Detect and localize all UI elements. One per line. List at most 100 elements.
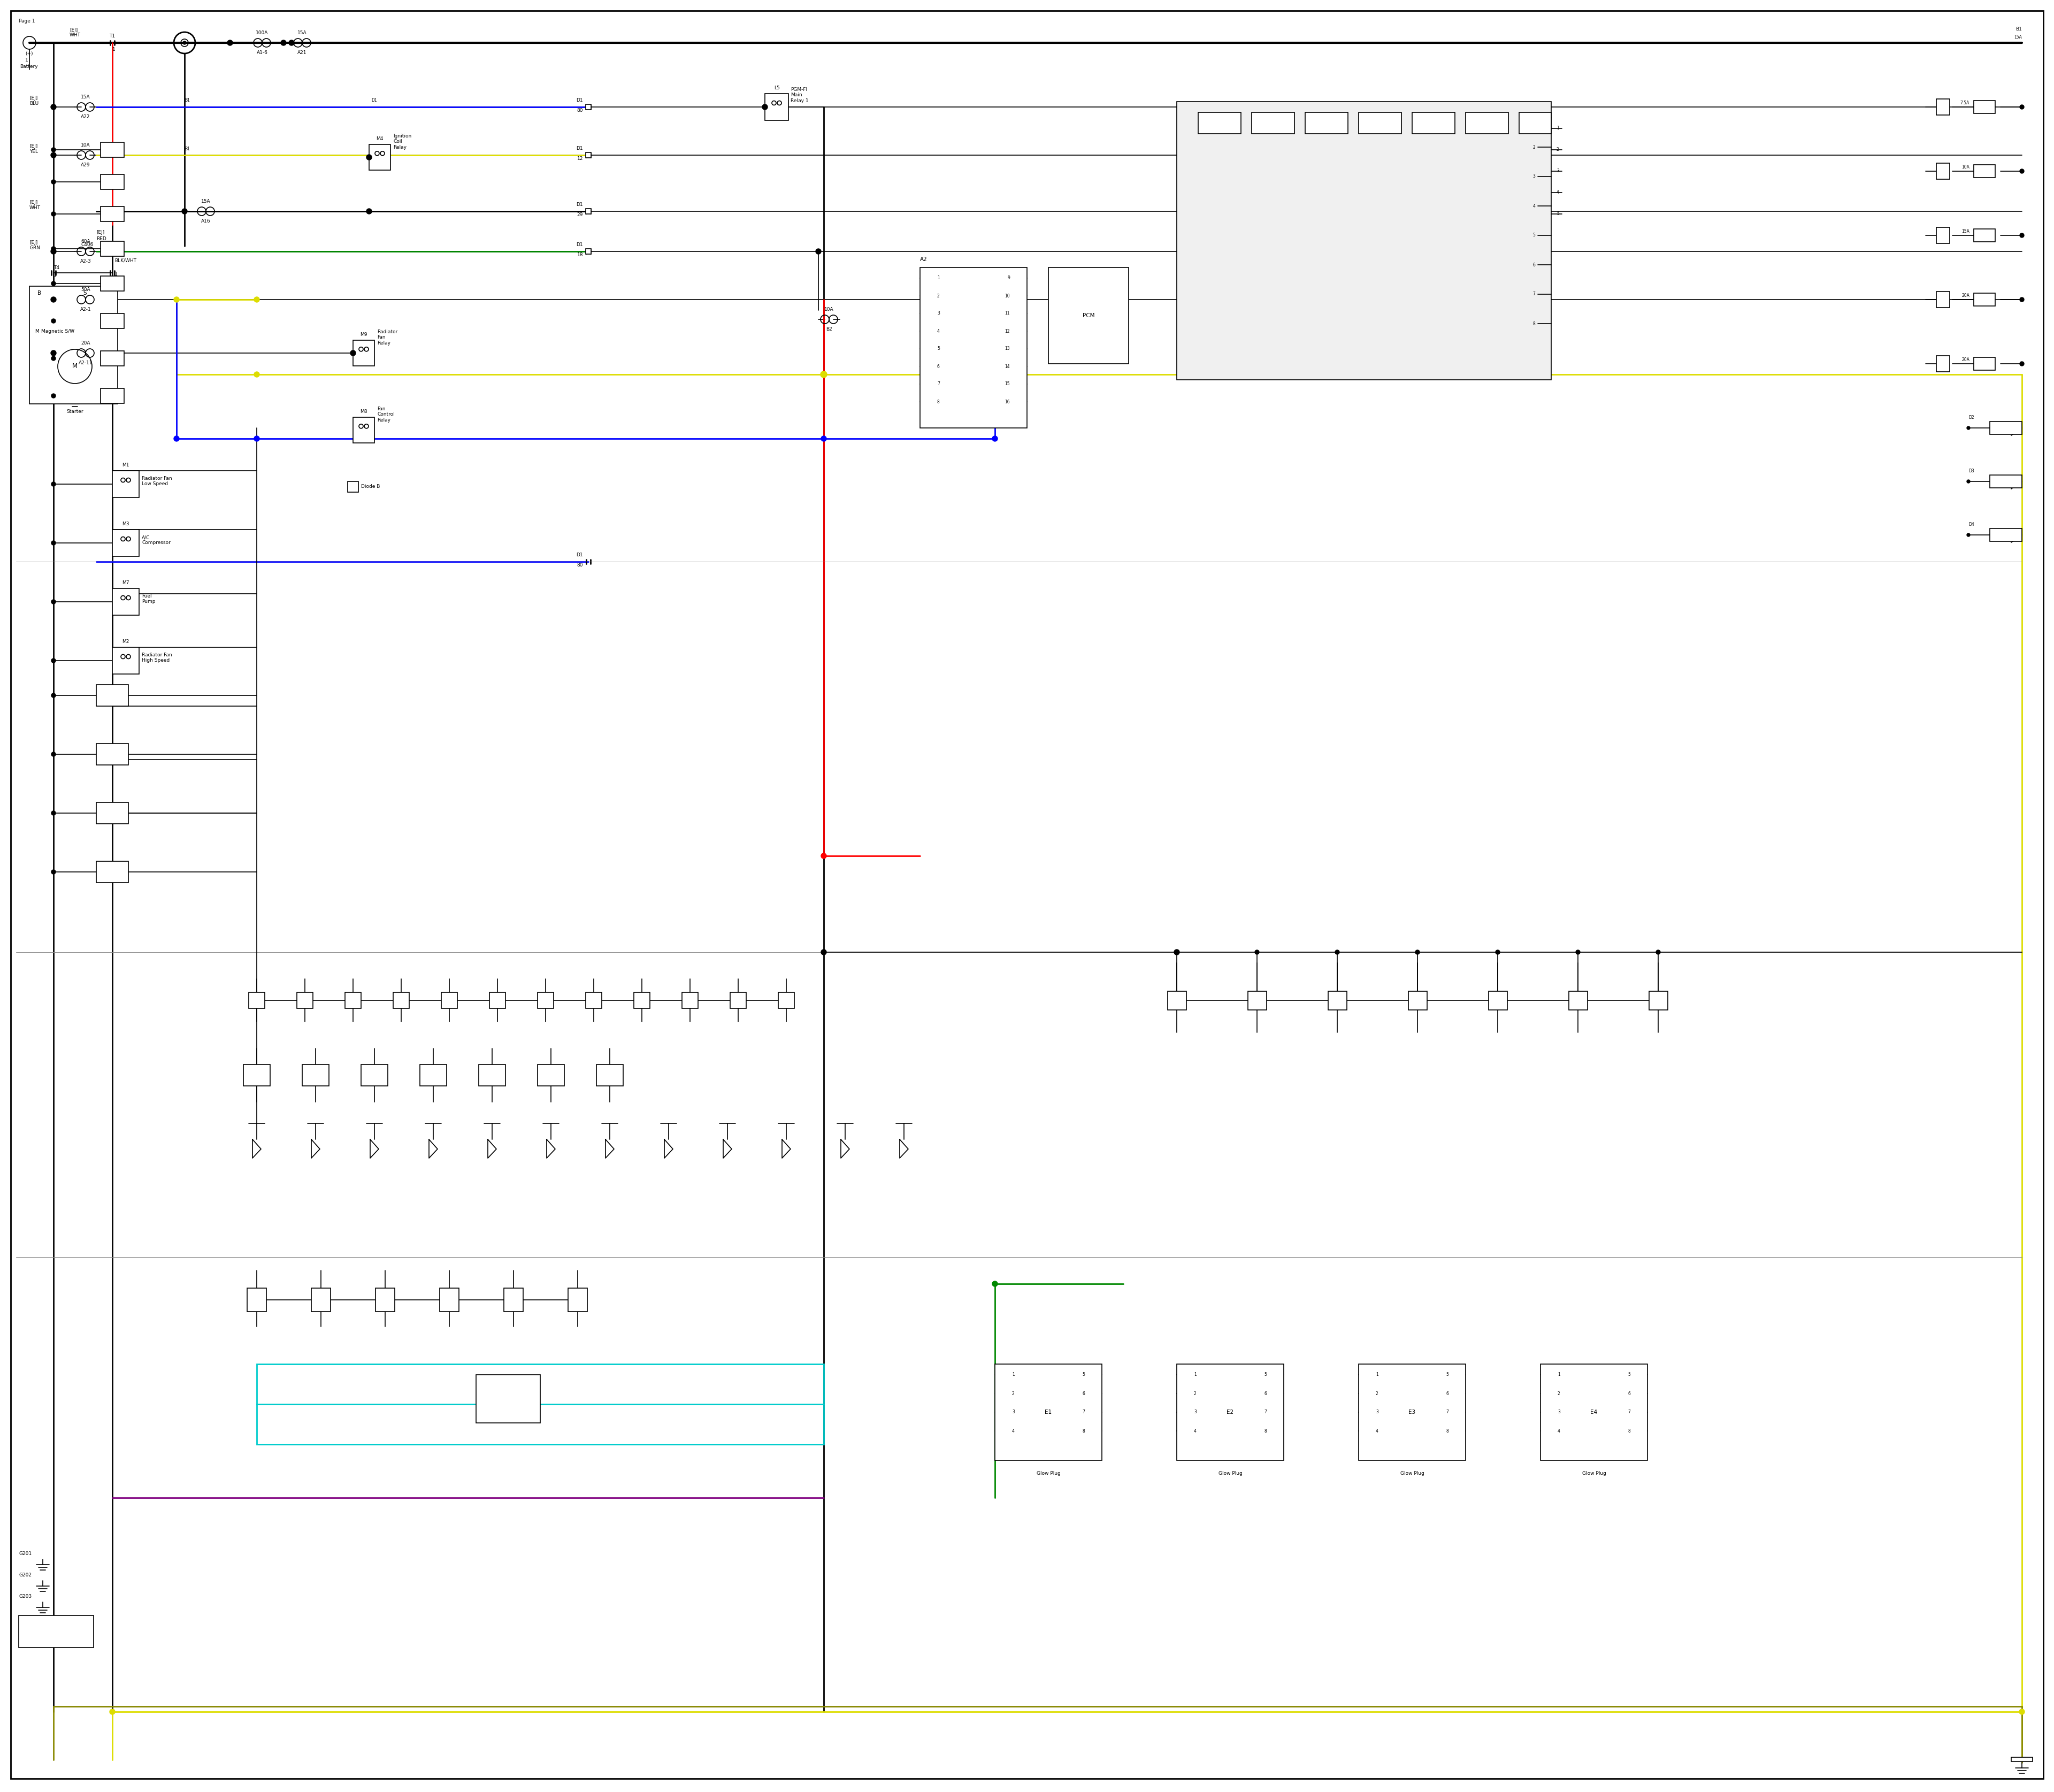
Text: (+): (+) bbox=[25, 52, 33, 56]
Circle shape bbox=[1656, 950, 1660, 955]
Text: A2-1: A2-1 bbox=[80, 306, 90, 312]
Bar bbox=[1937, 228, 1949, 244]
Text: A16: A16 bbox=[201, 219, 212, 224]
Bar bbox=[419, 1064, 446, 1086]
Circle shape bbox=[992, 435, 998, 441]
Circle shape bbox=[51, 394, 55, 398]
Text: 4: 4 bbox=[766, 95, 768, 100]
Text: 1: 1 bbox=[1557, 125, 1559, 131]
Text: B1: B1 bbox=[185, 147, 189, 151]
Text: 4: 4 bbox=[1557, 1428, 1561, 1434]
Text: 7: 7 bbox=[1532, 292, 1534, 297]
Text: 15A: 15A bbox=[2015, 34, 2021, 39]
Text: SW6: SW6 bbox=[107, 319, 117, 323]
Text: C406: C406 bbox=[107, 251, 119, 254]
Bar bbox=[1489, 991, 1508, 1011]
Bar bbox=[585, 249, 592, 254]
Text: E2: E2 bbox=[1226, 1410, 1234, 1416]
Bar bbox=[298, 993, 312, 1009]
Bar bbox=[538, 993, 555, 1009]
Text: C4: C4 bbox=[1378, 120, 1382, 125]
Text: SW5: SW5 bbox=[107, 281, 117, 287]
Bar bbox=[101, 206, 123, 222]
Bar bbox=[1974, 294, 1994, 306]
Bar bbox=[97, 803, 127, 824]
Text: SW2: SW2 bbox=[107, 179, 117, 185]
Circle shape bbox=[51, 211, 55, 217]
Text: 20A: 20A bbox=[80, 340, 90, 346]
Text: 8: 8 bbox=[1532, 321, 1534, 326]
Text: M4: M4 bbox=[376, 136, 384, 142]
Text: 6: 6 bbox=[1627, 1391, 1631, 1396]
Text: SW8: SW8 bbox=[107, 394, 117, 398]
Text: M16: M16 bbox=[1653, 998, 1662, 1004]
Text: C1: C1 bbox=[1216, 120, 1222, 125]
Circle shape bbox=[2019, 233, 2023, 238]
Bar bbox=[1048, 267, 1128, 364]
Text: E4: E4 bbox=[1590, 1410, 1598, 1416]
Text: Glow Plug: Glow Plug bbox=[1582, 1471, 1606, 1477]
Bar bbox=[489, 993, 505, 1009]
Text: 2: 2 bbox=[1013, 1391, 1015, 1396]
Text: 5: 5 bbox=[370, 432, 372, 437]
Bar bbox=[1167, 991, 1187, 1011]
Text: 16: 16 bbox=[1004, 400, 1011, 405]
Text: 5: 5 bbox=[937, 346, 941, 351]
Text: 8: 8 bbox=[937, 400, 939, 405]
Text: 7: 7 bbox=[1446, 1410, 1448, 1414]
Text: B: B bbox=[37, 290, 41, 296]
Text: M10: M10 bbox=[1173, 998, 1181, 1004]
Bar bbox=[1520, 113, 1551, 134]
Bar bbox=[682, 993, 698, 1009]
Text: C6: C6 bbox=[1485, 120, 1489, 125]
Circle shape bbox=[51, 152, 55, 158]
Text: R6: R6 bbox=[575, 1297, 581, 1303]
Text: 5: 5 bbox=[1446, 1373, 1448, 1378]
Bar bbox=[778, 993, 795, 1009]
Text: C2: C2 bbox=[1269, 120, 1276, 125]
Text: 5: 5 bbox=[1627, 1373, 1631, 1378]
Bar bbox=[596, 1064, 622, 1086]
Bar bbox=[1197, 113, 1241, 134]
Circle shape bbox=[366, 154, 372, 159]
Bar bbox=[1974, 100, 1994, 113]
Text: Ignition
Coil
Relay: Ignition Coil Relay bbox=[392, 134, 411, 151]
Text: A2: A2 bbox=[920, 256, 926, 262]
Bar bbox=[101, 314, 123, 328]
Text: 2: 2 bbox=[1557, 147, 1559, 152]
Bar bbox=[353, 418, 374, 443]
Bar bbox=[1409, 991, 1428, 1011]
Circle shape bbox=[1575, 950, 1580, 955]
Text: T1: T1 bbox=[109, 34, 115, 38]
Text: G201: G201 bbox=[18, 1552, 31, 1555]
Text: 3: 3 bbox=[1557, 1410, 1561, 1414]
Text: 8: 8 bbox=[1082, 1428, 1085, 1434]
Text: D1: D1 bbox=[372, 99, 378, 102]
Text: M12: M12 bbox=[1333, 998, 1341, 1004]
Text: 8: 8 bbox=[1263, 1428, 1267, 1434]
Bar bbox=[1177, 102, 1551, 380]
Text: 7: 7 bbox=[937, 382, 941, 387]
Bar bbox=[101, 242, 123, 256]
Text: 6: 6 bbox=[937, 364, 941, 369]
Circle shape bbox=[290, 39, 294, 45]
Text: 80: 80 bbox=[577, 108, 583, 113]
Circle shape bbox=[109, 1710, 115, 1715]
Text: M11: M11 bbox=[1253, 998, 1261, 1004]
Circle shape bbox=[1968, 426, 1970, 430]
Text: M8: M8 bbox=[359, 409, 368, 414]
Bar bbox=[249, 993, 265, 1009]
Text: A2-3: A2-3 bbox=[80, 258, 90, 263]
Text: L5: L5 bbox=[774, 86, 781, 90]
Text: D1: D1 bbox=[577, 145, 583, 151]
Circle shape bbox=[183, 208, 187, 213]
Bar bbox=[353, 340, 374, 366]
Circle shape bbox=[822, 853, 826, 858]
Text: D4: D4 bbox=[1968, 521, 1974, 527]
Text: 1: 1 bbox=[370, 159, 372, 165]
Bar bbox=[97, 744, 127, 765]
Text: Radiator Fan
High Speed: Radiator Fan High Speed bbox=[142, 652, 173, 663]
Text: Magnetic S/W: Magnetic S/W bbox=[41, 330, 74, 333]
Bar bbox=[242, 1064, 271, 1086]
Bar bbox=[370, 145, 390, 170]
